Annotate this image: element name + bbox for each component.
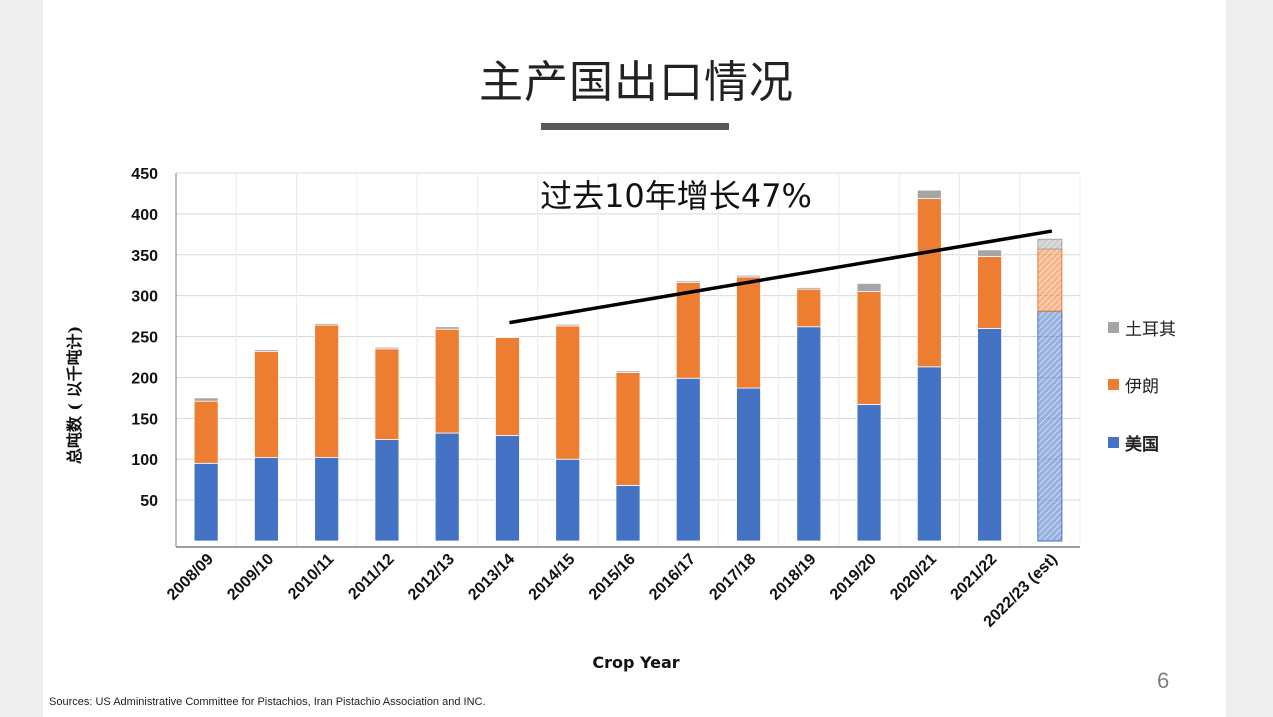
bar-usa-201112 (374, 439, 400, 542)
bar-iran-201112 (374, 348, 400, 440)
bar-usa-202223est (1037, 310, 1063, 542)
legend-item-turkey: 土耳其 (1108, 316, 1176, 340)
legend-swatch-usa (1108, 436, 1119, 448)
legend-swatch-turkey (1108, 321, 1119, 333)
bar-turkey-201516 (615, 370, 641, 373)
bar-iran-201213 (434, 328, 460, 434)
bar-usa-201011 (314, 457, 340, 542)
trend-line (509, 229, 1053, 325)
bar-iran-201314 (495, 336, 520, 436)
bar-iran-201516 (615, 372, 641, 486)
bar-turkey-201011 (314, 323, 340, 326)
legend-item-usa: 美国 (1108, 431, 1159, 455)
x-tick-label: 2011/12 (345, 551, 397, 603)
y-axis-label: 总吨数 ( 以千吨计) (65, 326, 84, 464)
x-axis-label: Crop Year (592, 653, 679, 672)
bar-usa-201213 (434, 432, 460, 542)
y-tick-label: 250 (131, 330, 158, 347)
y-tick-label: 50 (140, 493, 158, 510)
x-tick-label: 2017/18 (706, 551, 759, 604)
bar-turkey-202122 (977, 249, 1002, 257)
bar-turkey-201112 (374, 346, 400, 350)
sources-note: Sources: US Administrative Committee for… (49, 696, 486, 708)
legend-label-turkey: 土耳其 (1125, 319, 1176, 340)
bar-usa-200910 (253, 457, 279, 542)
bar-turkey-200910 (253, 349, 279, 352)
y-tick-label: 400 (131, 207, 158, 224)
growth-annotation: 过去10年增长47% (540, 177, 812, 215)
bar-turkey-201213 (434, 326, 460, 330)
bar-turkey-202223est (1037, 238, 1063, 250)
bar-iran-200910 (253, 350, 279, 458)
legend-label-iran: 伊朗 (1125, 376, 1159, 397)
x-tick-label: 2010/11 (285, 551, 337, 603)
x-tick-label: 2016/17 (646, 551, 699, 604)
y-tick-label: 150 (131, 411, 158, 428)
x-tick-label: 2008/09 (164, 551, 217, 604)
x-tick-label: 2014/15 (526, 551, 579, 604)
bar-iran-202021 (916, 197, 942, 368)
bar-usa-201415 (555, 458, 581, 542)
bar-iran-201718 (736, 276, 761, 389)
bar-iran-202122 (977, 256, 1002, 329)
bar-usa-201718 (736, 387, 761, 542)
bar-usa-201617 (675, 377, 701, 542)
bar-turkey-201314 (495, 336, 520, 338)
bar-iran-201617 (675, 282, 701, 379)
x-tick-label: 2020/21 (887, 551, 940, 604)
x-tick-label: 2018/19 (767, 551, 820, 604)
bar-usa-201516 (615, 484, 641, 542)
bar-usa-202021 (916, 366, 942, 542)
bar-usa-202122 (977, 327, 1002, 542)
bar-turkey-201819 (796, 287, 822, 290)
bar-usa-201920 (856, 404, 882, 542)
legend-label-usa: 美国 (1125, 434, 1159, 455)
bar-iran-200809 (193, 400, 219, 464)
bar-usa-200809 (193, 462, 219, 542)
legend-swatch-iran (1108, 378, 1119, 390)
x-tick-label: 2012/13 (405, 551, 458, 604)
bar-turkey-201415 (555, 323, 581, 327)
page-number: 6 (1157, 668, 1170, 693)
bar-iran-201819 (796, 288, 822, 328)
y-tick-label: 450 (131, 166, 158, 183)
bar-iran-201415 (555, 325, 581, 460)
slide-title: 主产国出口情况 (479, 57, 794, 108)
bar-iran-202223est (1037, 248, 1063, 312)
x-tick-label: 2021/22 (948, 551, 1001, 604)
y-tick-label: 350 (131, 248, 158, 265)
title-underline (541, 123, 729, 130)
x-tick-label: 2019/20 (827, 551, 880, 604)
x-tick-label: 2009/10 (224, 551, 277, 604)
bar-turkey-202021 (916, 189, 942, 199)
y-tick-label: 200 (131, 370, 158, 387)
bar-turkey-201617 (675, 280, 701, 283)
slide-background (43, 0, 1226, 717)
x-tick-label: 2015/16 (586, 551, 639, 604)
legend-item-iran: 伊朗 (1108, 373, 1159, 397)
bar-turkey-201718 (736, 274, 761, 278)
bar-usa-201819 (796, 326, 822, 542)
x-tick-label: 2013/14 (465, 551, 518, 604)
y-tick-label: 100 (131, 452, 158, 469)
bar-iran-201920 (856, 291, 882, 405)
bar-usa-201314 (495, 435, 520, 542)
bar-turkey-201920 (856, 282, 882, 292)
bar-turkey-200809 (193, 397, 219, 402)
y-tick-label: 300 (131, 289, 158, 306)
bar-iran-201011 (314, 324, 340, 458)
